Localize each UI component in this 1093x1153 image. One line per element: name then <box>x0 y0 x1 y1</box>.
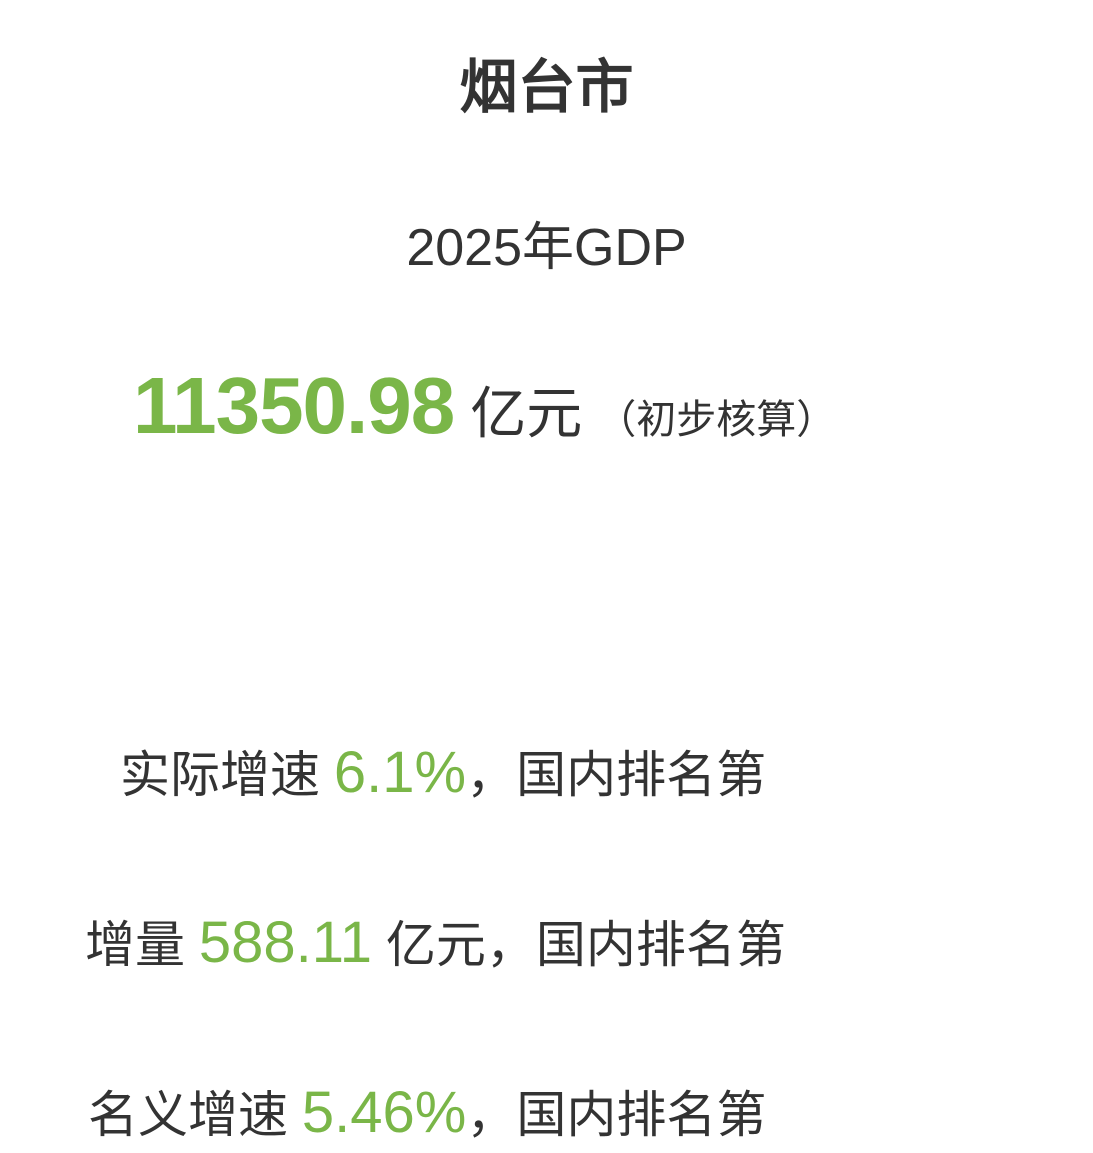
stat-nominal-growth: 名义增速 5.46%，国内排名第 <box>88 1075 766 1147</box>
stat-value: 588.11 <box>198 910 372 975</box>
stat-suffix: 亿元，国内排名第 <box>372 917 786 973</box>
stat-value: 6.1% <box>333 740 467 805</box>
gdp-value: 11350.98 <box>133 361 455 450</box>
gdp-note: （初步核算） <box>596 398 837 442</box>
gdp-total: 11350.98 亿元 （初步核算） <box>133 360 836 452</box>
stat-suffix: ，国内排名第 <box>466 747 767 803</box>
stat-increment: 增量 588.11 亿元，国内排名第 <box>85 905 786 977</box>
stat-label: 名义增速 <box>88 1087 302 1143</box>
stat-label: 增量 <box>85 917 199 973</box>
gdp-subtitle: 2025年GDP <box>406 219 687 277</box>
stat-real-growth: 实际增速 6.1%，国内排名第 <box>120 735 766 807</box>
stat-value: 5.46% <box>301 1080 467 1145</box>
city-title: 烟台市 <box>459 55 634 120</box>
stat-suffix: ，国内排名第 <box>466 1087 767 1143</box>
stat-label: 实际增速 <box>120 747 334 803</box>
gdp-unit: 亿元 <box>470 382 583 445</box>
